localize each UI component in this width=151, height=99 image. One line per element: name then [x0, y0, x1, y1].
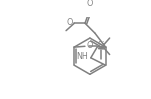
Text: NH: NH [77, 52, 88, 61]
Text: O: O [87, 0, 93, 8]
Text: O: O [87, 41, 93, 50]
Text: Si: Si [98, 41, 105, 50]
Text: O: O [66, 18, 73, 27]
